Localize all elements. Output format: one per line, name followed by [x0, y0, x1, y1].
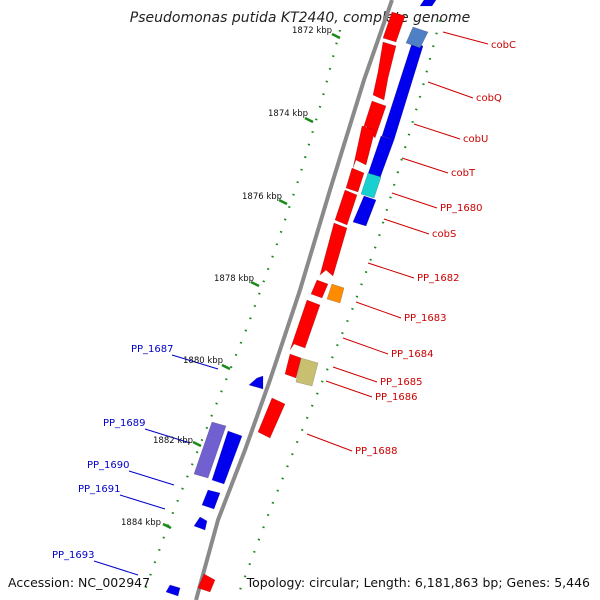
genome-summary-text: Topology: circular; Length: 6,181,863 bp…: [246, 575, 590, 590]
tick-label: 1872 kbp: [292, 26, 332, 36]
gene-feature: [295, 357, 319, 387]
gene-labels: cobC cobQ cobU cobT PP_1680 cobS PP_1682 PP_168…: [52, 40, 516, 561]
tick-dash: [192, 440, 202, 448]
gene-feature: [419, 0, 437, 7]
tick-label: 1880 kbp: [183, 356, 223, 366]
tick-label: 1876 kbp: [242, 192, 282, 202]
gene-label: cobU: [463, 134, 488, 145]
gene-label: cobQ: [476, 93, 502, 104]
gene-label: PP_1684: [391, 349, 434, 360]
gene-label: PP_1689: [103, 418, 146, 429]
gene-feature: [193, 516, 208, 531]
leader-line: [119, 494, 166, 510]
gene-feature: [211, 430, 243, 485]
outer-tick-track: [238, 19, 442, 591]
gene-feature: [165, 584, 181, 597]
tick-label: 1874 kbp: [268, 109, 308, 119]
gene-feature: [372, 41, 397, 101]
gene-label: PP_1680: [440, 203, 483, 214]
gene-label: PP_1683: [404, 313, 447, 324]
gene-feature: [405, 26, 429, 49]
gene-label: PP_1687: [131, 344, 174, 355]
gene-feature: [319, 222, 348, 277]
leader-line: [442, 31, 489, 45]
leader-line: [332, 366, 378, 383]
leader-line: [342, 337, 389, 355]
gene-label: cobT: [451, 168, 476, 179]
leader-line: [391, 192, 438, 209]
gene-feature: [193, 421, 227, 479]
leader-line: [367, 262, 415, 279]
accession-text: Accession: NC_002947: [8, 575, 151, 590]
leader-line: [93, 560, 139, 576]
tick-dash: [278, 198, 288, 206]
leader-line: [144, 428, 191, 444]
gene-label: cobS: [432, 229, 456, 240]
gene-label: PP_1682: [417, 273, 460, 284]
gene-feature: [334, 189, 358, 226]
gene-feature: [382, 11, 406, 43]
tick-dash: [331, 32, 341, 40]
tick-labels: 1872 kbp 1874 kbp 1876 kbp 1878 kbp 1880 kbp…: [121, 26, 332, 528]
gene-label: PP_1691: [78, 484, 121, 495]
gene-feature: [289, 299, 321, 351]
gene-label: PP_1690: [87, 460, 130, 471]
tick-marks: [162, 32, 341, 530]
gene-feature: [360, 172, 382, 199]
tick-dash: [162, 522, 172, 530]
tick-dash: [221, 363, 231, 371]
gene-label: PP_1688: [355, 446, 398, 457]
label-leaders: [93, 31, 489, 576]
gene-features: [165, 0, 437, 597]
tick-dash: [304, 116, 314, 124]
leader-line: [128, 470, 175, 486]
gene-feature: [345, 167, 365, 193]
gene-feature: [201, 489, 221, 510]
tick-label: 1878 kbp: [214, 274, 254, 284]
gene-label: PP_1686: [375, 392, 418, 403]
gene-feature: [197, 573, 216, 593]
gene-feature: [352, 195, 377, 227]
tick-label: 1882 kbp: [153, 436, 193, 446]
gene-feature: [284, 353, 302, 379]
leader-line: [413, 123, 461, 140]
gene-feature: [326, 283, 345, 304]
gene-feature: [257, 397, 286, 439]
leader-line: [383, 218, 430, 235]
gene-label: cobC: [491, 40, 516, 51]
tick-label: 1884 kbp: [121, 518, 161, 528]
leader-line: [355, 301, 402, 319]
gene-feature: [352, 125, 376, 169]
tick-dash: [250, 280, 260, 288]
gene-label: PP_1693: [52, 550, 95, 561]
leader-line: [427, 81, 474, 99]
gene-feature: [310, 279, 329, 299]
leader-line: [171, 354, 219, 370]
leader-line: [306, 433, 353, 452]
gene-label: PP_1685: [380, 377, 423, 388]
genome-backbone: [194, 0, 394, 600]
gene-feature: [248, 375, 264, 390]
leader-line: [325, 380, 373, 398]
leader-line: [401, 157, 449, 174]
